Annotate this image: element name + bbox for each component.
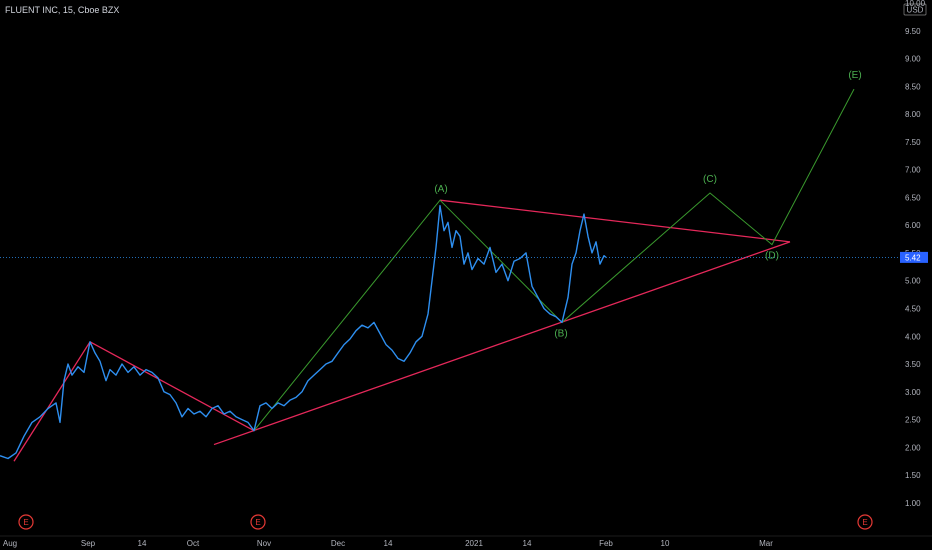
- price-tick: 6.50: [905, 193, 921, 202]
- time-tick: 14: [523, 539, 532, 548]
- price-axis-background: [900, 0, 932, 536]
- time-tick: 14: [138, 539, 147, 548]
- price-tick: 7.50: [905, 138, 921, 147]
- time-axis[interactable]: Aug Sep 14 Oct Nov Dec 14 2021 14 Feb 10…: [0, 535, 932, 548]
- price-tick: 9.00: [905, 55, 921, 64]
- price-tick: 1.00: [905, 499, 921, 508]
- price-series: [0, 204, 607, 460]
- event-marker-label: E: [862, 518, 867, 527]
- event-marker[interactable]: E: [857, 514, 873, 530]
- trend-line: [439, 199, 791, 243]
- price-tick: 1.50: [905, 471, 921, 480]
- event-marker-label: E: [255, 518, 260, 527]
- wave-label: (A): [434, 184, 447, 195]
- wave-label: (B): [554, 328, 567, 339]
- time-tick: Nov: [257, 539, 271, 548]
- last-price-tag: [900, 251, 928, 263]
- price-tick: 5.00: [905, 277, 921, 286]
- event-marker[interactable]: E: [18, 514, 34, 530]
- trend-lines: [13, 199, 791, 462]
- currency-label: USD: [907, 6, 924, 15]
- event-markers: E E E: [18, 514, 873, 530]
- wave-labels: (A) (B) (C) (D) (E): [434, 70, 861, 339]
- price-tick: 7.00: [905, 166, 921, 175]
- price-tick: 9.50: [905, 27, 921, 36]
- price-tick-top: 10.00: [905, 0, 926, 8]
- price-tick: 6.00: [905, 221, 921, 230]
- wave-label: (E): [848, 70, 861, 81]
- event-marker-circle: [857, 514, 873, 530]
- wave-label: (D): [765, 251, 779, 262]
- event-marker[interactable]: E: [250, 514, 266, 530]
- trend-line: [13, 341, 91, 462]
- price-line: [0, 204, 607, 460]
- event-marker-circle: [250, 514, 266, 530]
- time-tick: 14: [384, 539, 393, 548]
- price-tick: 4.50: [905, 304, 921, 313]
- time-tick: Sep: [81, 539, 96, 548]
- event-marker-circle: [18, 514, 34, 530]
- time-tick: 2021: [465, 539, 483, 548]
- time-tick: Aug: [3, 539, 17, 548]
- chart-title: FLUENT INC, 15, Cboe BZX: [5, 5, 119, 15]
- price-tick: 8.00: [905, 110, 921, 119]
- trend-line: [89, 341, 255, 432]
- time-tick: Feb: [599, 539, 613, 548]
- price-tick: 4.00: [905, 332, 921, 341]
- price-axis[interactable]: USD 10.00 9.50 9.00 8.50 8.00 7.50 7.00 6.50 6.…: [900, 0, 932, 536]
- time-tick: Dec: [331, 539, 345, 548]
- price-tick: 3.50: [905, 360, 921, 369]
- trend-line: [213, 241, 791, 446]
- event-marker-label: E: [23, 518, 28, 527]
- last-price-value: 5.42: [905, 253, 921, 262]
- time-tick: 10: [661, 539, 670, 548]
- price-tick: 2.50: [905, 416, 921, 425]
- wave-label: (C): [703, 174, 717, 185]
- price-tick: 2.00: [905, 443, 921, 452]
- time-tick: Oct: [187, 539, 200, 548]
- currency-badge[interactable]: [903, 3, 927, 16]
- price-tick: 8.50: [905, 82, 921, 91]
- time-tick: Mar: [759, 539, 773, 548]
- price-tick: 3.00: [905, 388, 921, 397]
